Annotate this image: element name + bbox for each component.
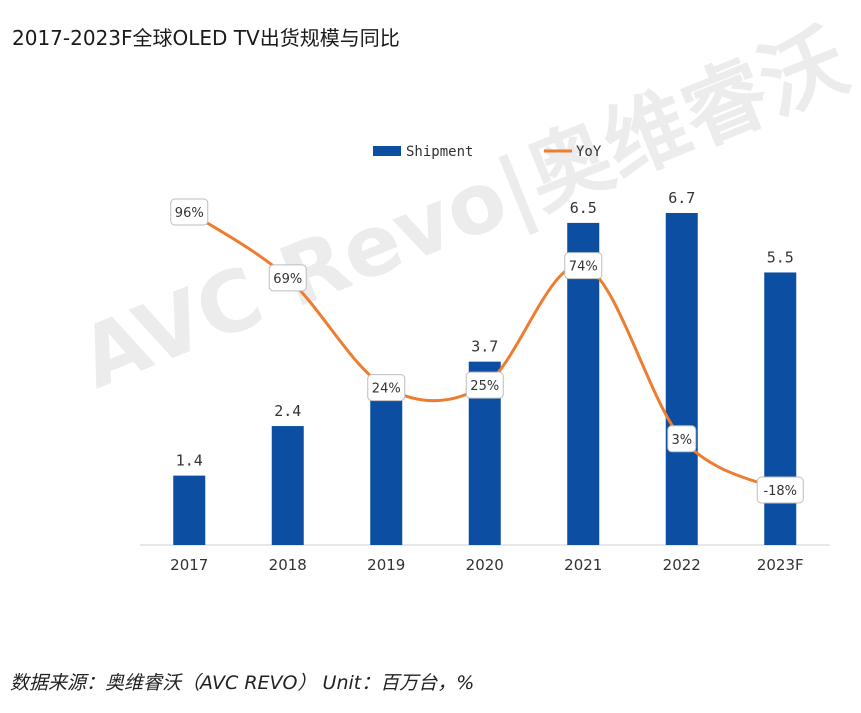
- yoy-label-2022: 3%: [671, 433, 692, 448]
- x-tick-2023F: 2023F: [757, 556, 804, 574]
- page-title: 2017-2023F全球OLED TV出货规模与同比: [12, 26, 400, 50]
- yoy-label-box-2018: [268, 264, 307, 292]
- legend-swatch-shipment: [373, 146, 401, 156]
- bar-2018: [271, 426, 304, 545]
- bar-label-2021: 6.5: [570, 199, 597, 217]
- yoy-label-2020: 25%: [470, 379, 499, 394]
- bar-label-2023F: 5.5: [767, 248, 794, 266]
- x-tick-2019: 2019: [367, 556, 405, 574]
- legend-label-yoy: YoY: [576, 144, 602, 160]
- yoy-label-box-2017: [170, 198, 209, 226]
- bar-2023F: [764, 272, 797, 545]
- yoy-label-box-2023F: [756, 476, 804, 504]
- bar-label-2020: 3.7: [471, 338, 498, 356]
- yoy-label-2017: 96%: [175, 206, 204, 221]
- x-tick-2022: 2022: [663, 556, 701, 574]
- bar-label-2017: 1.4: [176, 452, 203, 470]
- bar-2022: [665, 213, 698, 545]
- legend-label-shipment: Shipment: [406, 144, 473, 160]
- bar-label-2022: 6.7: [668, 189, 695, 207]
- bar-2019: [370, 386, 403, 545]
- yoy-label-2018: 69%: [273, 272, 302, 287]
- x-tick-2020: 2020: [466, 556, 504, 574]
- yoy-label-2023F: -18%: [763, 484, 797, 499]
- x-tick-2018: 2018: [269, 556, 307, 574]
- yoy-label-box-2020: [465, 371, 504, 399]
- yoy-label-box-2021: [564, 252, 603, 280]
- x-tick-2017: 2017: [170, 556, 208, 574]
- yoy-label-box-2022: [667, 425, 697, 453]
- source-note: 数据来源：奥维睿沃（AVC REVO） Unit：百万台，%: [10, 672, 475, 694]
- bar-2017: [173, 475, 206, 545]
- x-tick-2021: 2021: [564, 556, 602, 574]
- bar-label-2018: 2.4: [274, 402, 301, 420]
- yoy-label-box-2019: [367, 374, 406, 402]
- yoy-label-2021: 74%: [569, 260, 598, 275]
- yoy-label-2019: 24%: [372, 382, 401, 397]
